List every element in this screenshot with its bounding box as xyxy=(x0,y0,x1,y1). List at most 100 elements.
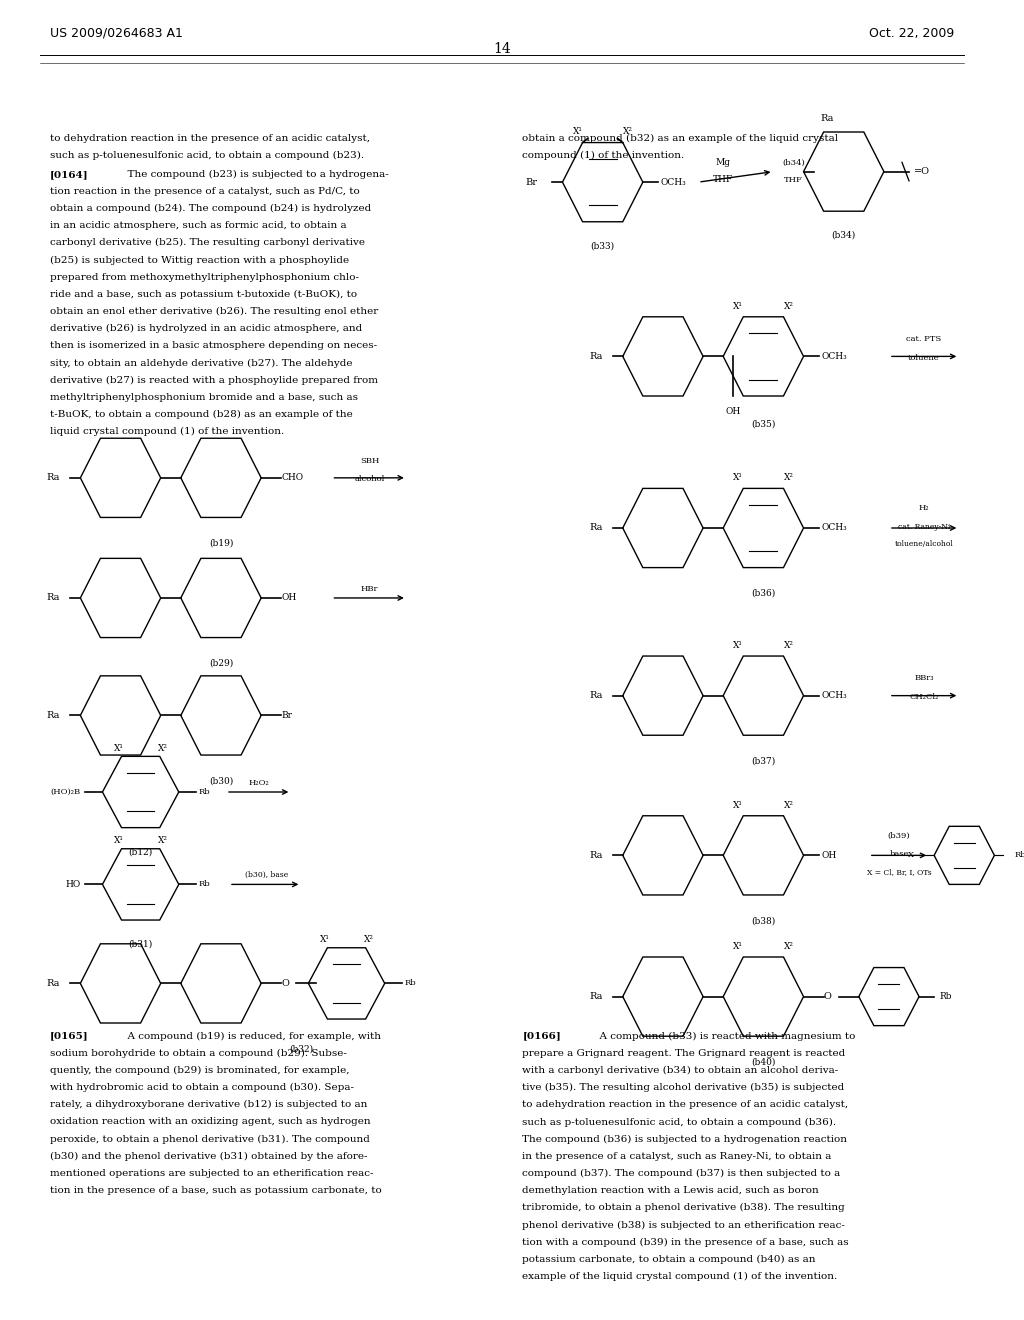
Text: X²: X² xyxy=(783,474,794,482)
Text: with hydrobromic acid to obtain a compound (b30). Sepa-: with hydrobromic acid to obtain a compou… xyxy=(50,1084,354,1092)
Text: O: O xyxy=(282,979,289,987)
Text: A compound (b33) is reacted with magnesium to: A compound (b33) is reacted with magnesi… xyxy=(593,1032,855,1040)
Text: =O: =O xyxy=(914,168,930,176)
Text: Ra: Ra xyxy=(589,993,603,1001)
Text: Rb: Rb xyxy=(1015,851,1024,859)
Text: (b34): (b34) xyxy=(831,231,856,240)
Text: (b36): (b36) xyxy=(752,589,775,598)
Text: O: O xyxy=(823,993,831,1001)
Text: t-BuOK, to obtain a compound (b28) as an example of the: t-BuOK, to obtain a compound (b28) as an… xyxy=(50,411,353,418)
Text: prepare a Grignard reagent. The Grignard reagent is reacted: prepare a Grignard reagent. The Grignard… xyxy=(522,1049,846,1057)
Text: (b32): (b32) xyxy=(289,1044,313,1053)
Text: Br: Br xyxy=(525,178,538,186)
Text: The compound (b36) is subjected to a hydrogenation reaction: The compound (b36) is subjected to a hyd… xyxy=(522,1135,847,1143)
Text: BBr₃: BBr₃ xyxy=(914,675,934,682)
Text: X¹: X¹ xyxy=(733,642,743,649)
Text: with a carbonyl derivative (b34) to obtain an alcohol deriva-: with a carbonyl derivative (b34) to obta… xyxy=(522,1067,839,1074)
Text: Ra: Ra xyxy=(47,979,60,987)
Text: Ra: Ra xyxy=(589,692,603,700)
Text: Rb: Rb xyxy=(199,788,211,796)
Text: liquid crystal compound (1) of the invention.: liquid crystal compound (1) of the inven… xyxy=(50,428,285,436)
Text: (b40): (b40) xyxy=(752,1057,775,1067)
Text: X²: X² xyxy=(158,837,168,845)
Text: rately, a dihydroxyborane derivative (b12) is subjected to an: rately, a dihydroxyborane derivative (b1… xyxy=(50,1101,368,1109)
Text: obtain a compound (b24). The compound (b24) is hydrolyzed: obtain a compound (b24). The compound (b… xyxy=(50,205,372,213)
Text: (b31): (b31) xyxy=(128,940,153,949)
Text: X¹: X¹ xyxy=(319,936,330,944)
Text: X¹: X¹ xyxy=(114,744,124,752)
Text: X = Cl, Br, I, OTs: X = Cl, Br, I, OTs xyxy=(866,869,932,876)
Text: (b35): (b35) xyxy=(752,420,775,429)
Text: Ra: Ra xyxy=(47,711,60,719)
Text: X²: X² xyxy=(783,801,794,809)
Text: H₂: H₂ xyxy=(919,504,930,512)
Text: quently, the compound (b29) is brominated, for example,: quently, the compound (b29) is brominate… xyxy=(50,1067,350,1074)
Text: (b29): (b29) xyxy=(209,659,233,668)
Text: Ra: Ra xyxy=(47,594,60,602)
Text: obtain an enol ether derivative (b26). The resulting enol ether: obtain an enol ether derivative (b26). T… xyxy=(50,308,379,315)
Text: tion in the presence of a base, such as potassium carbonate, to: tion in the presence of a base, such as … xyxy=(50,1187,382,1195)
Text: Ra: Ra xyxy=(47,474,60,482)
Text: tive (b35). The resulting alcohol derivative (b35) is subjected: tive (b35). The resulting alcohol deriva… xyxy=(522,1084,845,1092)
Text: SBH: SBH xyxy=(360,457,379,465)
Text: Rb: Rb xyxy=(404,979,417,987)
Text: base: base xyxy=(889,850,908,858)
Text: [0164]: [0164] xyxy=(50,170,89,178)
Text: OCH₃: OCH₃ xyxy=(821,692,848,700)
Text: (b25) is subjected to Wittig reaction with a phosphoylide: (b25) is subjected to Wittig reaction wi… xyxy=(50,256,349,264)
Text: CHO: CHO xyxy=(282,474,303,482)
Text: obtain a compound (b32) as an example of the liquid crystal: obtain a compound (b32) as an example of… xyxy=(522,135,839,143)
Text: toluene: toluene xyxy=(908,354,940,362)
Text: Ra: Ra xyxy=(589,352,603,360)
Text: ride and a base, such as potassium t-butoxide (t-BuOK), to: ride and a base, such as potassium t-but… xyxy=(50,290,357,298)
Text: OCH₃: OCH₃ xyxy=(821,524,848,532)
Text: mentioned operations are subjected to an etherification reac-: mentioned operations are subjected to an… xyxy=(50,1170,374,1177)
Text: X¹: X¹ xyxy=(114,837,124,845)
Text: (b30): (b30) xyxy=(209,776,233,785)
Text: X²: X² xyxy=(364,936,374,944)
Text: OH: OH xyxy=(821,851,837,859)
Text: A compound (b19) is reduced, for example, with: A compound (b19) is reduced, for example… xyxy=(121,1032,381,1040)
Text: OH: OH xyxy=(282,594,297,602)
Text: X¹: X¹ xyxy=(733,302,743,310)
Text: X: X xyxy=(908,851,914,859)
Text: demethylation reaction with a Lewis acid, such as boron: demethylation reaction with a Lewis acid… xyxy=(522,1187,819,1195)
Text: methyltriphenylphosphonium bromide and a base, such as: methyltriphenylphosphonium bromide and a… xyxy=(50,393,358,401)
Text: X²: X² xyxy=(158,744,168,752)
Text: Ra: Ra xyxy=(589,524,603,532)
Text: (b33): (b33) xyxy=(591,242,614,251)
Text: Mg: Mg xyxy=(716,158,731,166)
Text: THF: THF xyxy=(713,176,733,183)
Text: [0165]: [0165] xyxy=(50,1032,89,1040)
Text: prepared from methoxymethyltriphenylphosphonium chlo-: prepared from methoxymethyltriphenylphos… xyxy=(50,273,359,281)
Text: (b34): (b34) xyxy=(782,158,805,166)
Text: toluene/alcohol: toluene/alcohol xyxy=(895,540,953,548)
Text: [0166]: [0166] xyxy=(522,1032,561,1040)
Text: cat. PTS: cat. PTS xyxy=(906,335,942,343)
Text: tion with a compound (b39) in the presence of a base, such as: tion with a compound (b39) in the presen… xyxy=(522,1238,849,1246)
Text: The compound (b23) is subjected to a hydrogena-: The compound (b23) is subjected to a hyd… xyxy=(121,170,388,178)
Text: X¹: X¹ xyxy=(572,128,583,136)
Text: X¹: X¹ xyxy=(733,474,743,482)
Text: OCH₃: OCH₃ xyxy=(660,178,687,186)
Text: sodium borohydride to obtain a compound (b29). Subse-: sodium borohydride to obtain a compound … xyxy=(50,1049,347,1057)
Text: example of the liquid crystal compound (1) of the invention.: example of the liquid crystal compound (… xyxy=(522,1272,838,1280)
Text: to dehydration reaction in the presence of an acidic catalyst,: to dehydration reaction in the presence … xyxy=(50,135,371,143)
Text: OH: OH xyxy=(726,407,741,416)
Text: X²: X² xyxy=(783,642,794,649)
Text: US 2009/0264683 A1: US 2009/0264683 A1 xyxy=(50,26,183,40)
Text: in the presence of a catalyst, such as Raney-Ni, to obtain a: in the presence of a catalyst, such as R… xyxy=(522,1152,831,1160)
Text: sity, to obtain an aldehyde derivative (b27). The aldehyde: sity, to obtain an aldehyde derivative (… xyxy=(50,359,352,367)
Text: (b38): (b38) xyxy=(752,916,775,925)
Text: Rb: Rb xyxy=(939,993,951,1001)
Text: THF: THF xyxy=(784,176,803,183)
Text: compound (1) of the invention.: compound (1) of the invention. xyxy=(522,152,685,160)
Text: X¹: X¹ xyxy=(733,801,743,809)
Text: compound (b37). The compound (b37) is then subjected to a: compound (b37). The compound (b37) is th… xyxy=(522,1170,841,1177)
Text: (b30), base: (b30), base xyxy=(245,871,288,879)
Text: Rb: Rb xyxy=(199,880,211,888)
Text: H₂O₂: H₂O₂ xyxy=(249,779,269,787)
Text: derivative (b26) is hydrolyzed in an acidic atmosphere, and: derivative (b26) is hydrolyzed in an aci… xyxy=(50,325,362,333)
Text: (b19): (b19) xyxy=(209,539,233,548)
Text: oxidation reaction with an oxidizing agent, such as hydrogen: oxidation reaction with an oxidizing age… xyxy=(50,1118,371,1126)
